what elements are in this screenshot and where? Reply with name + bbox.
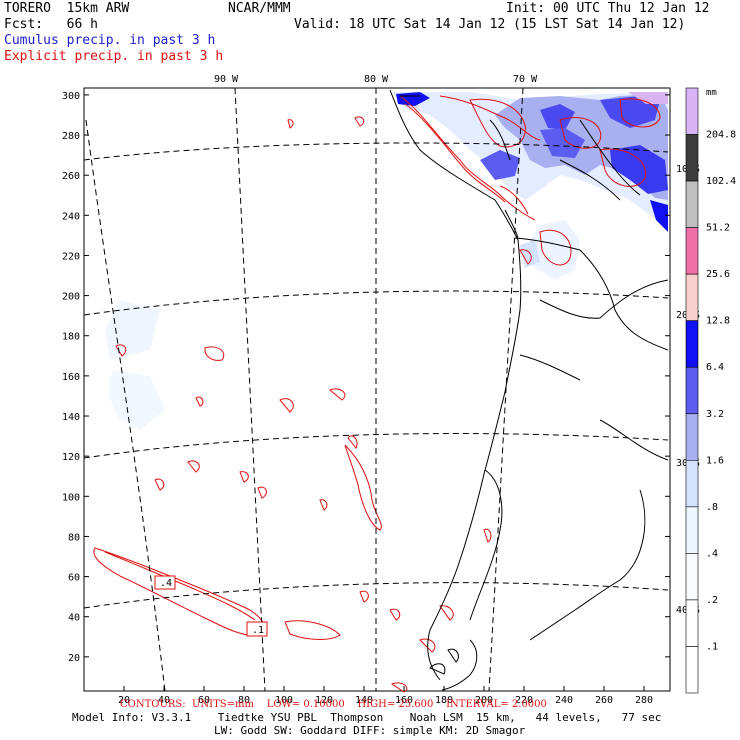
contour-label-01: .1 <box>246 621 268 637</box>
valid-time: Valid: 18 UTC Sat 14 Jan 12 (15 LST Sat … <box>294 17 686 32</box>
colorbar-label: 51.2 <box>706 223 730 234</box>
colorbar-swatch <box>685 460 699 508</box>
coastline <box>389 89 669 691</box>
x-tick-label: 100 <box>275 695 293 706</box>
legend-cumulus: Cumulus precip. in past 3 h <box>4 33 216 48</box>
x-tick-label: 140 <box>355 695 373 706</box>
y-tick-label: 260 <box>62 171 80 182</box>
colorbar-swatch <box>685 646 699 694</box>
y-tick-label: 20 <box>68 653 80 664</box>
y-tick-label: 280 <box>62 131 80 142</box>
y-axis: 300 280 260 240 220 200 180 160 140 120 100 80 60 40 2… <box>62 91 670 664</box>
physics-info: LW: Godd SW: Goddard DIFF: simple KM: 2D… <box>214 724 526 737</box>
x-tick-label: 200 <box>475 695 493 706</box>
map-frame <box>83 87 671 692</box>
y-tick-label: 160 <box>62 372 80 383</box>
colorbar-label: 3.2 <box>706 409 724 420</box>
x-tick-label: 260 <box>595 695 613 706</box>
y-tick-label: 240 <box>62 211 80 222</box>
y-tick-label: 40 <box>68 613 80 624</box>
colorbar-label: 1.6 <box>706 455 724 466</box>
x-axis: 20 40 60 80 100 120 140 160 180 200 220 240 260 280 <box>118 686 653 706</box>
init-time: Init: 00 UTC Thu 12 Jan 12 <box>506 1 710 16</box>
colorbar-swatch <box>685 366 699 415</box>
x-tick-label: 120 <box>315 695 333 706</box>
x-tick-label: 160 <box>395 695 413 706</box>
colorbar-swatch <box>685 413 699 461</box>
model-title: TORERO 15km ARW <box>4 1 130 16</box>
x-tick-label: 60 <box>198 695 210 706</box>
colorbar-swatch <box>685 599 699 647</box>
y-tick-label: 200 <box>62 292 80 303</box>
y-tick-label: 60 <box>68 573 80 584</box>
y-tick-label: 220 <box>62 251 80 262</box>
legend-explicit: Explicit precip. in past 3 h <box>4 49 224 64</box>
lat-lon-grid <box>83 87 669 692</box>
colorbar-swatch <box>685 506 699 554</box>
y-tick-label: 80 <box>68 532 80 543</box>
colorbar: 204.8 102.4 51.2 25.6 12.8 6.4 3.2 1.6 .8 .4 .2 .1 <box>685 87 736 694</box>
forecast-hour: Fcst: 66 h <box>4 17 98 32</box>
cumulus-precip-shading <box>105 92 668 430</box>
colorbar-swatch <box>685 180 699 228</box>
contour-label-04: .4 <box>154 575 176 590</box>
contour-label-text: .1 <box>252 625 264 636</box>
colorbar-label: .8 <box>706 502 718 513</box>
colorbar-label: 12.8 <box>706 316 730 327</box>
x-tick-label: 20 <box>118 695 130 706</box>
y-tick-label: 300 <box>62 91 80 102</box>
lon-label-70w: 70 W <box>513 74 538 85</box>
x-tick-label: 240 <box>555 695 573 706</box>
colorbar-label: .1 <box>706 641 718 652</box>
y-tick-label: 120 <box>62 452 80 463</box>
y-tick-label: 140 <box>62 412 80 423</box>
colorbar-label: .4 <box>706 548 718 559</box>
colorbar-swatch <box>685 87 699 135</box>
colorbar-label: .2 <box>706 595 718 606</box>
colorbar-label: 102.4 <box>706 176 736 187</box>
colorbar-label: 6.4 <box>706 362 724 373</box>
center-title: NCAR/MMM <box>228 1 291 16</box>
x-tick-label: 180 <box>435 695 453 706</box>
y-tick-label: 100 <box>62 492 80 503</box>
colorbar-swatch <box>685 553 699 601</box>
explicit-precip-contours <box>93 95 661 693</box>
contour-label-text: .4 <box>160 578 172 589</box>
x-tick-label: 220 <box>515 695 533 706</box>
contour-info: CONTOURS: UNITS=mm LOW= 0.10000 HIGH= 25… <box>120 699 547 710</box>
colorbar-swatch <box>685 134 699 182</box>
colorbar-unit: mm <box>706 88 717 98</box>
x-tick-label: 40 <box>158 695 170 706</box>
colorbar-label: 25.6 <box>706 269 730 280</box>
y-tick-label: 180 <box>62 332 80 343</box>
colorbar-swatch <box>685 320 699 368</box>
lon-label-90w: 90 W <box>214 74 239 85</box>
lon-label-80w: 80 W <box>364 74 389 85</box>
colorbar-swatch <box>685 227 699 275</box>
x-tick-label: 280 <box>635 695 653 706</box>
colorbar-swatch <box>685 273 699 321</box>
x-tick-label: 80 <box>238 695 250 706</box>
colorbar-label: 204.8 <box>706 130 736 141</box>
model-info: Model Info: V3.3.1 Tiedtke YSU PBL Thomp… <box>72 711 662 724</box>
